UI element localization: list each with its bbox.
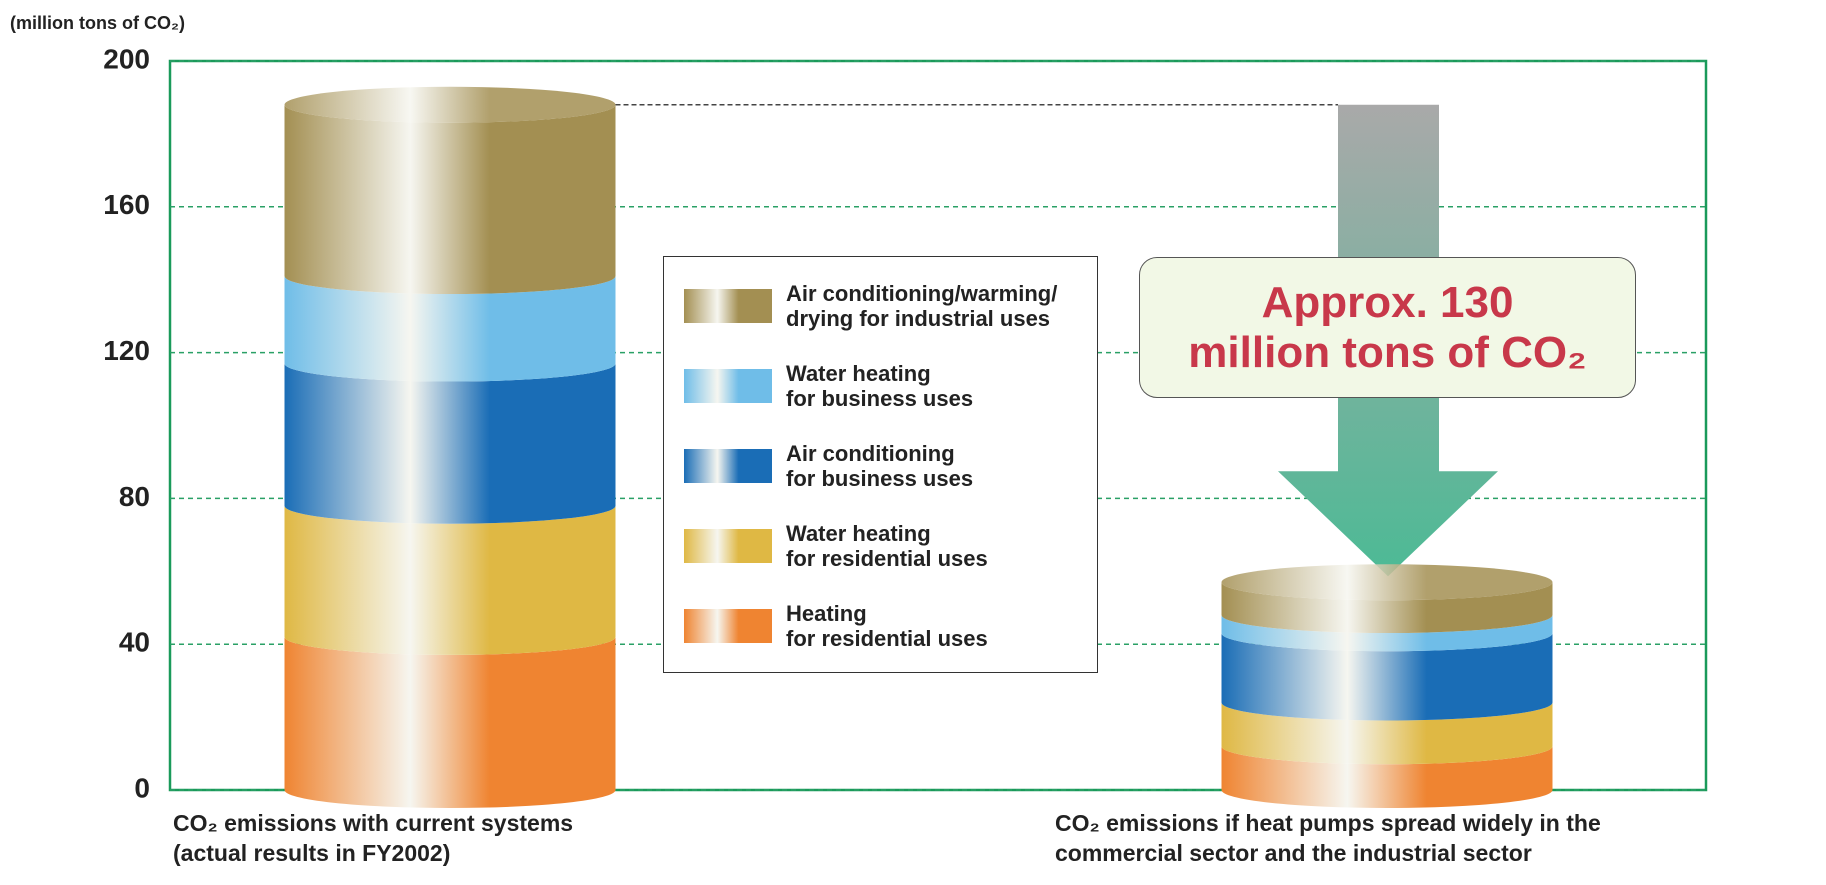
y-tick-label: 40 xyxy=(119,627,150,658)
y-tick-label: 160 xyxy=(103,189,150,220)
x-tick-label: CO₂ emissions if heat pumps spread widel… xyxy=(1055,810,1601,866)
legend-swatch xyxy=(684,529,772,563)
legend-item: Water heating for residential uses xyxy=(684,511,988,581)
legend-swatch xyxy=(684,449,772,483)
legend-label: Air conditioning for business uses xyxy=(786,441,974,491)
legend: Air conditioning/warming/ drying for ind… xyxy=(663,256,1098,673)
y-axis-label: (million tons of CO₂) xyxy=(10,13,185,33)
bar-segment xyxy=(284,276,616,382)
bar-segment xyxy=(284,636,616,808)
y-tick-label: 120 xyxy=(103,335,150,366)
bar-segment xyxy=(1221,746,1553,808)
annotation: Approx. 130 million tons of CO₂ xyxy=(1139,257,1636,398)
bar-segment xyxy=(1221,702,1553,765)
bar-segment xyxy=(284,363,616,524)
legend-label: Air conditioning/warming/ drying for ind… xyxy=(786,281,1058,331)
y-tick-label: 80 xyxy=(119,481,150,512)
bar-segment xyxy=(1221,615,1553,652)
x-tick-label: CO₂ emissions with current systems (actu… xyxy=(173,810,574,866)
legend-item: Water heating for business uses xyxy=(684,351,973,421)
y-tick-label: 0 xyxy=(134,772,150,803)
y-tick-label: 200 xyxy=(103,43,150,74)
cylinder-top xyxy=(284,86,616,123)
legend-swatch xyxy=(684,289,772,323)
legend-item: Air conditioning/warming/ drying for ind… xyxy=(684,271,1057,341)
legend-swatch xyxy=(684,369,772,403)
cylinder-top xyxy=(1221,564,1553,601)
legend-item: Heating for residential uses xyxy=(684,591,988,661)
legend-label: Heating for residential uses xyxy=(786,601,988,651)
legend-label: Water heating for business uses xyxy=(786,361,974,411)
legend-item: Air conditioning for business uses xyxy=(684,431,973,501)
bar-segment xyxy=(284,104,616,295)
bar-segment xyxy=(1221,582,1553,634)
legend-swatch xyxy=(684,609,772,643)
bar-segment xyxy=(284,505,616,655)
legend-label: Water heating for residential uses xyxy=(786,521,988,571)
bar-segment xyxy=(1221,633,1553,721)
